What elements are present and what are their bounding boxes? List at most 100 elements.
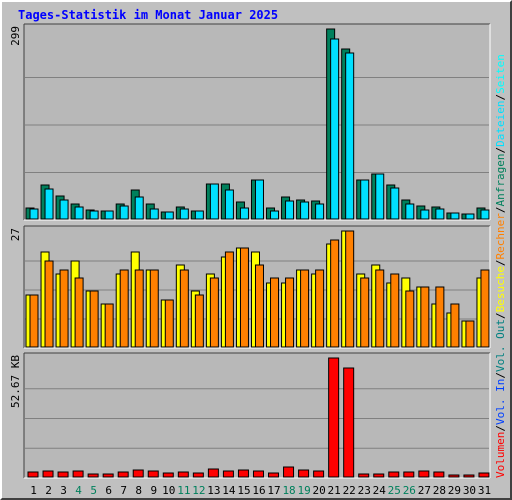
panel-top-dateien-bar-10 [164,211,174,220]
day-label-5: 5 [90,484,97,497]
day-label-11: 11 [177,484,190,497]
day-label-13: 13 [207,484,220,497]
panel-top-dateien-bar-5 [89,210,99,220]
day-label-8: 8 [135,484,142,497]
panel-top-dateien-bar-15 [239,207,249,220]
day-label-7: 7 [120,484,127,497]
panel-top-dateien-bar-4 [74,206,84,220]
panel-bottom-volumen-bar-31 [478,472,490,478]
panel-bottom-volumen-bar-6 [102,473,114,478]
day-label-20: 20 [313,484,326,497]
panel-middle-rechner-bar-14 [224,251,234,348]
panel-middle-ymax-label: 27 [9,228,22,241]
panel-bottom-volumen-bar-4 [72,470,84,478]
panel-top-dateien-bar-26 [405,203,415,220]
panel-top-dateien-bar-9 [149,208,159,220]
panel-bottom-volumen-bar-7 [117,471,129,478]
panel-bottom-volumen-bar-29 [448,474,460,478]
chart-title: Tages-Statistik im Monat Januar 2025 [18,8,279,22]
legend-anfragen: Anfragen [494,153,507,206]
panel-middle-rechner-bar-3 [59,269,69,348]
panel-bottom-ymax-label: 52.67 KB [9,355,22,408]
day-label-14: 14 [222,484,236,497]
day-label-16: 16 [252,484,265,497]
panel-bottom-volumen-bar-30 [463,474,475,478]
panel-middle-rechner-bar-24 [375,269,385,348]
panel-top-dateien-bar-20 [315,203,325,220]
panel-middle-rechner-bar-19 [300,269,310,348]
day-label-27: 27 [418,484,431,497]
legend-separator: / [494,425,507,432]
day-label-21: 21 [328,484,341,497]
legend-volout: Vol. Out [494,319,507,372]
legend-separator: / [494,147,507,154]
day-label-24: 24 [373,484,387,497]
right-legend: Volumen/Vol. In/Vol. Out/Besuche/Rechner… [494,54,507,478]
panel-bottom-volumen-bar-21 [328,357,340,478]
day-label-28: 28 [433,484,446,497]
legend-volumen: Volumen [494,432,507,478]
panel-bottom-volumen-bar-20 [313,470,325,478]
panel-middle-rechner-bar-15 [239,247,249,348]
panel-middle-rechner-bar-23 [360,277,370,348]
day-label-23: 23 [358,484,371,497]
panel-middle-rechner-bar-30 [465,320,475,348]
day-label-31: 31 [478,484,491,497]
panel-bottom-volumen-bar-14 [222,470,234,478]
day-label-4: 4 [75,484,82,497]
panel-middle-rechner-bar-25 [390,273,400,348]
panel-middle-rechner-bar-5 [89,290,99,348]
day-label-2: 2 [45,484,52,497]
panel-top-dateien-bar-22 [345,52,355,220]
panel-top-dateien-bar-21 [330,38,340,220]
panel-middle-rechner-bar-26 [405,290,415,348]
legend-dateien: Dateien [494,100,507,146]
day-label-1: 1 [30,484,37,497]
panel-top-dateien-bar-28 [435,208,445,220]
panel-bottom-volumen-bar-24 [373,473,385,478]
panel-middle-rechner-bar-28 [435,286,445,348]
panel-middle-rechner-bar-9 [149,269,159,348]
panel-middle-rechner-bar-13 [209,277,219,348]
panel-middle-rechner-bar-12 [194,294,204,348]
panel-top-dateien-bar-18 [285,200,295,220]
day-label-22: 22 [343,484,356,497]
day-label-3: 3 [60,484,67,497]
panel-bottom-volumen-bar-22 [343,367,355,478]
panel-bottom-volumen-bar-17 [268,472,280,478]
day-label-17: 17 [267,484,280,497]
panel-bottom-volumen-bar-18 [283,466,295,478]
panel-bottom-volumen-bar-10 [162,472,174,478]
panel-bottom-volumen-bar-13 [207,468,219,478]
day-label-15: 15 [237,484,250,497]
panel-top-dateien-bar-16 [254,179,264,220]
panel-top-dateien-bar-25 [390,187,400,220]
panel-top-dateien-bar-14 [224,189,234,220]
panel-top-dateien-bar-13 [209,183,219,220]
panel-middle-rechner-bar-27 [420,286,430,348]
day-label-9: 9 [150,484,157,497]
panel-top-ymax-label: 299 [9,26,22,46]
panel-top-dateien-bar-23 [360,179,370,220]
panel-middle-rechner-bar-31 [480,269,490,348]
panel-bottom-volumen-bar-11 [177,471,189,478]
legend-rechner: Rechner [494,213,507,260]
panel-top-dateien-bar-27 [420,209,430,220]
panel-top-dateien-bar-7 [119,205,129,220]
legend-separator: / [494,372,507,379]
panel-middle-rechner-bar-4 [74,277,84,348]
panel-bottom-volumen-bar-12 [192,472,204,478]
panel-middle-rechner-bar-7 [119,269,129,348]
panel-top-dateien-bar-31 [480,209,490,220]
panel-top-dateien-bar-2 [44,188,54,220]
day-label-12: 12 [192,484,205,497]
day-label-29: 29 [448,484,461,497]
panel-bottom-volumen-bar-15 [237,469,249,478]
panel-middle-rechner-bar-10 [164,299,174,348]
panel-bottom-bg [24,353,490,478]
panel-bottom-volumen-bar-28 [433,471,445,478]
panel-bottom-volumen-bar-9 [147,470,159,478]
panel-top-dateien-bar-8 [134,196,144,220]
legend-besuche: Besuche [494,266,507,312]
